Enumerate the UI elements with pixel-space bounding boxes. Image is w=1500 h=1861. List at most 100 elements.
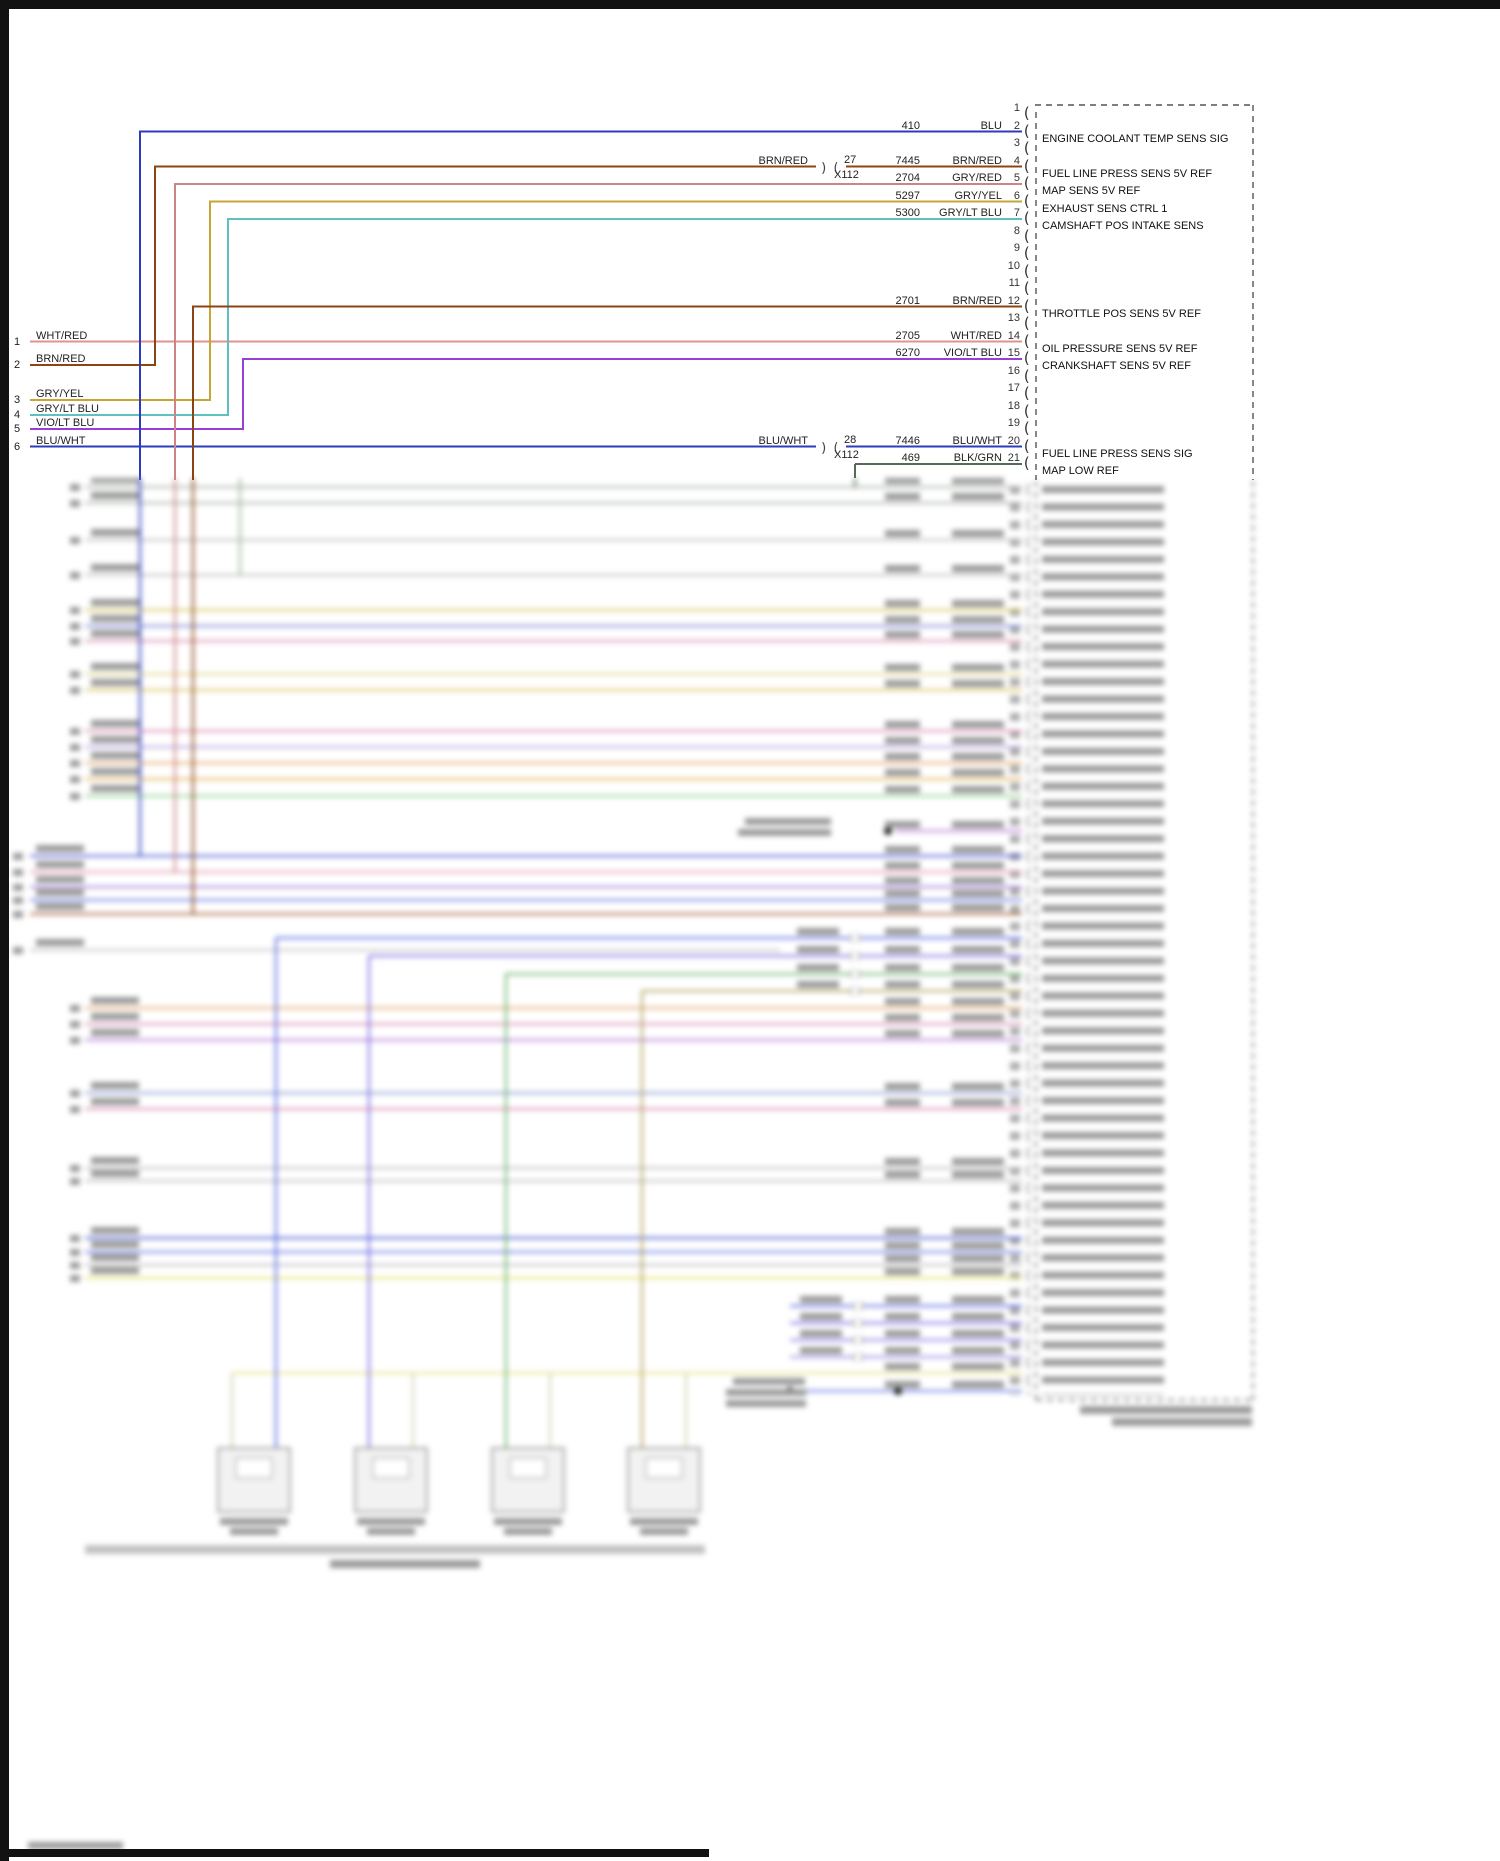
inline-connector-name: X112 <box>834 168 859 181</box>
signal-label: MAP LOW REF <box>1042 465 1119 477</box>
circuit-number: 7445 <box>895 154 920 167</box>
blur-text-blob <box>630 1518 698 1525</box>
blur-text-blob <box>885 478 920 484</box>
pcm-pin-row: 469 BLK/GRN 21(MAP LOW REF <box>0 450 1260 477</box>
blur-pin-blob <box>13 947 23 954</box>
blur-text-blob <box>91 752 139 759</box>
sharp-wires-svg <box>30 104 1254 480</box>
pin-number: 1 <box>1013 102 1020 114</box>
blur-text-blob <box>800 1313 842 1320</box>
blur-text-blob <box>952 964 1004 971</box>
blur-pin-blob <box>70 1275 80 1282</box>
pin-number: 20 <box>1007 434 1020 447</box>
blur-pin-blob <box>70 1090 80 1097</box>
blur-text-blob <box>800 1296 842 1303</box>
pcm-pin-row: 2705 WHT/RED 14(OIL PRESSURE SENS 5V REF <box>0 328 1260 355</box>
pcm-pin-row: 9( <box>0 240 1260 261</box>
blur-text-blob <box>885 1030 920 1037</box>
page-border-left <box>0 0 9 1861</box>
blur-text-blob <box>36 903 84 910</box>
signal-label: ENGINE COOLANT TEMP SENS SIG <box>1042 132 1229 145</box>
pin-number: 3 <box>14 394 21 406</box>
blur-text-blob <box>952 631 1004 638</box>
blur-text-blob <box>91 736 139 743</box>
pcm-pin-row: 17( <box>0 380 1260 401</box>
blur-text-blob <box>220 1518 288 1525</box>
terminal-icon: ( <box>1022 331 1032 350</box>
inline-connector-icon: )( <box>820 160 844 176</box>
pin-number: 21 <box>1007 452 1020 464</box>
pin-number: 2 <box>14 359 21 371</box>
blur-text-blob <box>36 889 84 896</box>
pcm-pin-row: 7446 BLU/WHT 20(FUEL LINE PRESS SENS SIG <box>0 433 1260 460</box>
blur-text-blob <box>952 904 1004 911</box>
blur-text-blob <box>952 753 1004 760</box>
wire-color-label: VIO/LT BLU <box>943 347 1002 359</box>
circuit-number: 6270 <box>895 347 920 359</box>
blur-text-blob <box>952 530 1004 537</box>
blur-pin-blob <box>70 1178 80 1185</box>
blur-pin-blob <box>70 1235 80 1242</box>
signal-label: EXHAUST SENS CTRL 1 <box>1042 202 1168 215</box>
wire-color-label: WHT/RED <box>36 329 88 342</box>
blur-text-blob <box>797 928 839 935</box>
wire-gry-lt-blu-5300 <box>30 218 1022 416</box>
pcm-pin-row: 6270 VIO/LT BLU 15(CRANKSHAFT SENS 5V REF <box>0 345 1260 372</box>
blur-text-blob <box>91 529 139 536</box>
blur-splice-icon <box>849 969 861 979</box>
pcm-pin-row: 2704 GRY/RED 5(MAP SENS 5V REF <box>0 170 1260 197</box>
page-border-bottom <box>9 1849 709 1857</box>
pin-number: 5 <box>14 423 21 435</box>
blur-text-blob <box>952 1099 1004 1106</box>
blur-text-blob <box>800 1347 842 1354</box>
blur-text-blob <box>952 737 1004 744</box>
pcm-pin-row: 5297 GRY/YEL 6(EXHAUST SENS CTRL 1 <box>0 188 1260 215</box>
blur-text-blob <box>1080 1406 1252 1414</box>
blur-pin-blob <box>70 744 80 751</box>
terminal-icon: ( <box>1022 384 1032 402</box>
terminal-icon: ( <box>1022 174 1032 192</box>
blur-text-blob <box>885 680 920 687</box>
blur-text-blob <box>952 680 1004 687</box>
pcm-pin-row: 11( <box>0 275 1260 296</box>
pin-number: 12 <box>1007 294 1020 307</box>
blur-text-blob <box>640 1528 688 1535</box>
blur-splice-icon <box>852 1335 864 1345</box>
pin-number: 14 <box>1007 329 1020 342</box>
blur-text-blob <box>952 928 1004 935</box>
blur-text-blob <box>952 946 1004 953</box>
blur-text-blob <box>797 964 839 971</box>
pin-number: 13 <box>1007 312 1020 324</box>
blur-pin-blob <box>70 623 80 630</box>
signal-label: THROTTLE POS SENS 5V REF <box>1042 307 1201 320</box>
signal-label: CRANKSHAFT SENS 5V REF <box>1042 360 1191 372</box>
blur-text-blob <box>885 1228 920 1235</box>
blur-text-blob <box>885 1313 920 1320</box>
wire-color-label: BLK/GRN <box>953 452 1002 464</box>
blur-pin-blob <box>70 793 80 800</box>
blur-pin-blob <box>13 884 23 891</box>
blur-text-blob <box>91 478 139 483</box>
blur-text-blob <box>885 664 920 671</box>
fuel-injector-box-inner <box>235 1457 273 1479</box>
blur-text-blob <box>330 1560 480 1568</box>
blur-text-blob <box>885 904 920 911</box>
inline-connector-icon: )( <box>820 440 844 456</box>
pin-number: 17 <box>1007 382 1020 394</box>
pin-number: 19 <box>1007 417 1020 429</box>
blur-pin-blob <box>70 1005 80 1012</box>
blur-signal-column <box>1042 481 1194 1395</box>
blur-pin-blob <box>70 1262 80 1269</box>
left-connector-pin: 6 BLU/WHT <box>0 433 150 453</box>
blur-text-blob <box>36 876 84 883</box>
terminal-icon: ( <box>1022 261 1032 280</box>
blur-text-blob <box>885 721 920 728</box>
circuit-number: 2704 <box>895 172 920 184</box>
blur-text-blob <box>885 493 920 500</box>
blur-pin-blob <box>70 607 80 614</box>
blur-pin-blob <box>13 869 23 876</box>
pin-number: 6 <box>14 440 21 453</box>
pcm-pin-row: 3( <box>0 135 1260 156</box>
blur-text-blob <box>952 565 1004 572</box>
inline-connector-pin: 27 <box>844 153 857 166</box>
